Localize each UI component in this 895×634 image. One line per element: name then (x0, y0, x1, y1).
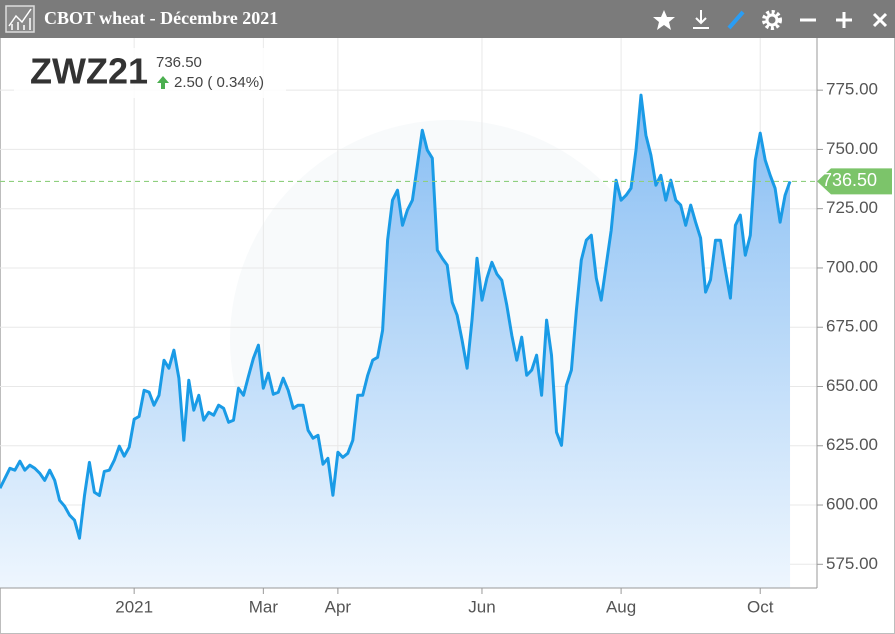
toolbar (653, 10, 888, 30)
x-tick-label: Aug (606, 597, 636, 616)
maximize-button[interactable] (836, 12, 852, 28)
last-price: 736.50 (156, 54, 202, 71)
settings-button[interactable] (762, 10, 782, 30)
up-arrow (157, 76, 169, 89)
y-tick-label: 750.00 (826, 139, 878, 158)
y-tick-label: 775.00 (826, 80, 878, 99)
x-tick-label: Apr (325, 597, 352, 616)
last-price-tag (817, 168, 892, 195)
x-tick-label: Oct (747, 597, 774, 616)
close-button[interactable] (872, 12, 888, 28)
y-tick-label: 625.00 (826, 435, 878, 454)
price-line (0, 93, 792, 540)
y-tick-label: 675.00 (826, 317, 878, 336)
plot: 575.00 600.00 625.00 650.00 675.00 700.00 725.… (0, 38, 892, 616)
chart-title: CBOT wheat - Décembre 2021 (44, 8, 278, 28)
x-tick-label: 2021 (115, 597, 153, 616)
x-tick-label: Mar (249, 597, 279, 616)
title-icon (5, 5, 35, 33)
quote-box (14, 48, 286, 98)
y-tick-label: 725.00 (826, 198, 878, 217)
draw-button[interactable] (727, 10, 745, 30)
y-tick-label: 575.00 (826, 554, 878, 573)
price-change: 2.50 ( 0.34%) (174, 74, 264, 91)
y-tick-label: 650.00 (826, 376, 878, 395)
x-tick-label: Jun (468, 597, 495, 616)
download-button[interactable] (693, 10, 709, 29)
y-tick-label: 700.00 (826, 257, 878, 276)
symbol: ZWZ21 (30, 51, 148, 92)
y-tick-label: 600.00 (826, 495, 878, 514)
last-price-tag-label: 736.50 (822, 170, 877, 190)
title-bar (0, 0, 895, 38)
star-button[interactable] (653, 10, 675, 30)
area-fill (0, 95, 791, 588)
